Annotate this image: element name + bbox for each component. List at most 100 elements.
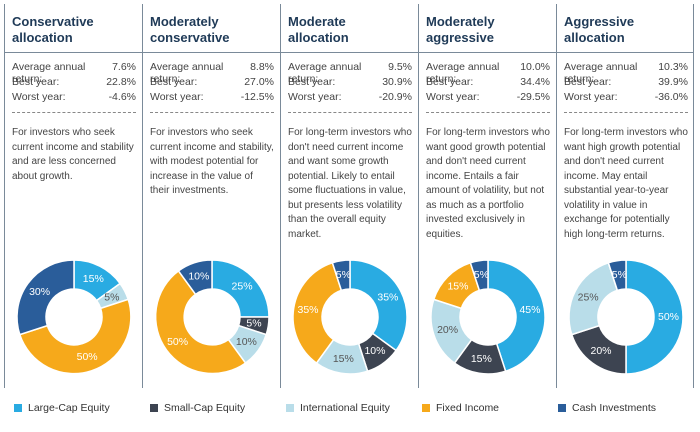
slice-label: 50% — [167, 336, 188, 348]
dashed-divider — [288, 112, 412, 113]
slice — [469, 259, 489, 292]
stat-row: Best year: 34.4% — [426, 76, 550, 91]
legend-label: Cash Investments — [572, 402, 657, 414]
stat-row: Average annual return: 10.0% — [426, 61, 550, 85]
stat-label: Worst year: — [564, 91, 618, 103]
legend-label: Fixed Income — [436, 402, 500, 414]
slice-label: 5% — [336, 269, 351, 281]
slice-label: 5% — [474, 269, 489, 281]
stat-row: Best year: 30.9% — [288, 76, 412, 91]
divider — [281, 52, 418, 53]
legend: Large-Cap Equity Small-Cap Equity Internat… — [14, 402, 694, 414]
slice-label: 50% — [77, 351, 98, 363]
slice-label: 5% — [612, 269, 627, 281]
slice-label: 35% — [377, 291, 398, 303]
stat-row: Worst year: -4.6% — [12, 91, 136, 106]
allocation-card: Conservative allocation Average annual re… — [4, 4, 142, 388]
slice-label: 15% — [333, 353, 354, 365]
stat-row: Best year: 27.0% — [150, 76, 274, 91]
legend-item: Fixed Income — [422, 402, 558, 414]
legend-swatch — [150, 404, 158, 412]
stat-label: Best year: — [564, 76, 612, 88]
slice-label: 5% — [104, 291, 119, 303]
divider — [419, 52, 556, 53]
stat-label: Worst year: — [426, 91, 480, 103]
slice — [625, 259, 684, 375]
legend-label: Small-Cap Equity — [164, 402, 246, 414]
slice-label: 45% — [519, 304, 540, 316]
description: For long-term investors who don't need c… — [288, 127, 412, 240]
stats: Average annual return: 10.0% Best year: 34.… — [426, 61, 550, 106]
legend-item: Cash Investments — [558, 402, 694, 414]
legend-swatch — [14, 404, 22, 412]
description: For long-term investors who want good gr… — [426, 127, 550, 240]
stat-value: 30.9% — [382, 76, 412, 88]
legend-swatch — [422, 404, 430, 412]
dashed-divider — [564, 112, 688, 113]
stats: Average annual return: 9.5% Best year: 30.9… — [288, 61, 412, 106]
stat-value: 22.8% — [106, 76, 136, 88]
stat-value: 10.3% — [658, 61, 688, 73]
slice — [18, 298, 132, 375]
allocation-card: Moderately aggressive Average annual retu… — [418, 4, 556, 388]
description: For investors who seek current income an… — [150, 127, 274, 196]
donut-chart: 45% 15% 20% 15% 5% — [430, 259, 546, 375]
stat-row: Average annual return: 7.6% — [12, 61, 136, 85]
stat-value: 9.5% — [388, 61, 412, 73]
stat-row: Worst year: -12.5% — [150, 91, 274, 106]
slice-label: 15% — [83, 273, 104, 285]
legend-swatch — [558, 404, 566, 412]
stat-row: Worst year: -29.5% — [426, 91, 550, 106]
stats: Average annual return: 8.8% Best year: 27.0… — [150, 61, 274, 106]
stat-value: 8.8% — [250, 61, 274, 73]
slice — [349, 259, 408, 352]
stat-value: 34.4% — [520, 76, 550, 88]
stat-row: Average annual return: 10.3% — [564, 61, 688, 85]
stat-label: Best year: — [150, 76, 198, 88]
stat-value: 27.0% — [244, 76, 274, 88]
divider — [143, 52, 280, 53]
card-title: Aggressive allocation — [564, 14, 635, 45]
stat-label: Average annual return: — [12, 61, 86, 85]
legend-swatch — [286, 404, 294, 412]
card-title: Moderately aggressive — [426, 14, 495, 45]
stats: Average annual return: 7.6% Best year: 22.8… — [12, 61, 136, 106]
allocation-card: Moderate allocation Average annual return… — [280, 4, 418, 388]
stat-label: Best year: — [12, 76, 60, 88]
slice-label: 10% — [364, 345, 385, 357]
stat-value: -29.5% — [516, 91, 550, 103]
legend-item: Large-Cap Equity — [14, 402, 150, 414]
card-title: Moderate allocation — [288, 14, 349, 45]
stat-value: 10.0% — [520, 61, 550, 73]
divider — [5, 52, 142, 53]
donut-chart: 25% 5% 10% 50% 10% — [154, 259, 270, 375]
stat-label: Best year: — [426, 76, 474, 88]
stat-label: Worst year: — [12, 91, 66, 103]
dashed-divider — [150, 112, 274, 113]
slice — [607, 259, 627, 292]
stat-label: Best year: — [288, 76, 336, 88]
legend-label: International Equity — [300, 402, 390, 414]
dashed-divider — [426, 112, 550, 113]
stat-row: Best year: 39.9% — [564, 76, 688, 91]
stat-label: Average annual return: — [288, 61, 362, 85]
slice-label: 25% — [232, 281, 253, 293]
allocation-card: Aggressive allocation Average annual retu… — [556, 4, 694, 388]
slice — [568, 261, 619, 336]
stat-row: Average annual return: 8.8% — [150, 61, 274, 85]
stat-value: 7.6% — [112, 61, 136, 73]
dashed-divider — [12, 112, 136, 113]
slice-label: 5% — [246, 317, 261, 329]
slice-label: 20% — [591, 345, 612, 357]
stat-label: Worst year: — [288, 91, 342, 103]
stat-row: Best year: 22.8% — [12, 76, 136, 91]
donut-chart: 35% 10% 15% 35% 5% — [292, 259, 408, 375]
slice-label: 25% — [578, 291, 599, 303]
donut-chart: 50% 20% 25% 5% — [568, 259, 684, 375]
stat-value: -4.6% — [108, 91, 136, 103]
card-title: Conservative allocation — [12, 14, 94, 45]
slice-label: 10% — [236, 336, 257, 348]
slice — [16, 259, 75, 336]
slice — [487, 259, 546, 373]
